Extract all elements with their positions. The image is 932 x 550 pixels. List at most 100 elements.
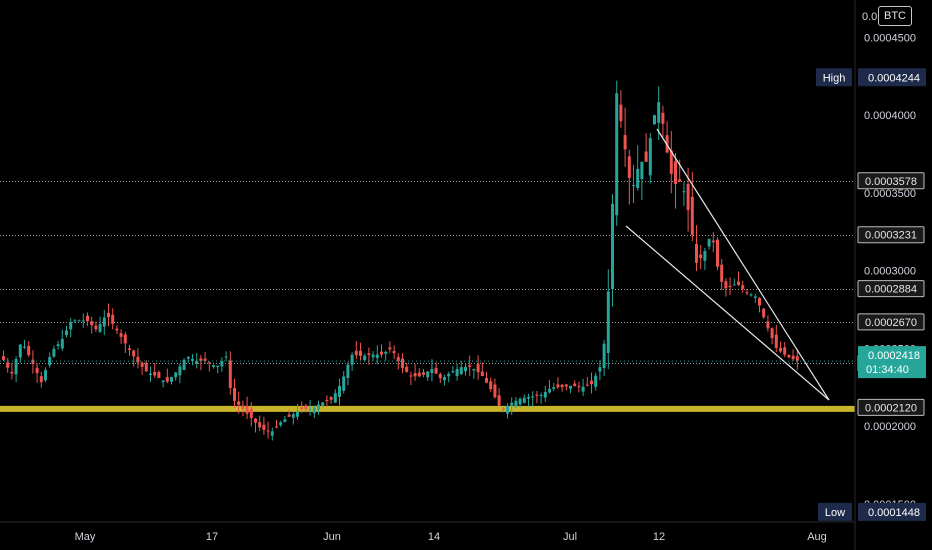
- candle-body: [195, 360, 199, 364]
- candle-body: [245, 406, 249, 414]
- candle-body: [422, 372, 425, 375]
- candle-body: [695, 243, 698, 263]
- candle-body: [136, 356, 140, 363]
- price-tick-label: 0.0004500: [864, 32, 916, 44]
- high-badge: High 0.0004244: [816, 68, 926, 87]
- svg-text:0.0003231: 0.0003231: [865, 230, 917, 242]
- candle-body: [23, 346, 26, 348]
- candle-body: [132, 350, 136, 357]
- candle-body: [123, 334, 127, 344]
- candle-body: [749, 294, 753, 296]
- svg-text:High: High: [823, 72, 846, 84]
- candle-body: [287, 414, 291, 417]
- candle-body: [388, 347, 392, 350]
- candle-body: [329, 397, 333, 400]
- time-tick-label: Jun: [323, 531, 341, 543]
- candle-body: [371, 354, 375, 358]
- candle-body: [632, 185, 635, 187]
- candle-body: [384, 351, 388, 354]
- candle-body: [795, 356, 799, 361]
- candle-body: [552, 387, 556, 389]
- candle-body: [115, 328, 119, 331]
- candle-body: [81, 320, 85, 322]
- candle-body: [434, 367, 438, 374]
- candle-body: [279, 422, 283, 426]
- candle-body: [283, 419, 287, 423]
- candle-body: [548, 388, 551, 393]
- candle-body: [199, 358, 203, 361]
- candle-body: [560, 384, 564, 388]
- candle-body: [304, 405, 308, 409]
- candle-body: [363, 355, 367, 361]
- candle-body: [564, 384, 568, 387]
- candle-body: [459, 367, 463, 375]
- level-price-badge: 0.0003231: [857, 226, 925, 244]
- candle-body: [762, 308, 766, 318]
- candle-body: [497, 395, 501, 406]
- candle-body: [266, 430, 270, 432]
- time-tick-label: Jul: [563, 531, 577, 543]
- candle-body: [296, 411, 299, 417]
- candle-body: [464, 367, 467, 372]
- candle-body: [623, 135, 627, 150]
- time-tick-label: 17: [206, 531, 218, 543]
- svg-text:0.0003578: 0.0003578: [865, 176, 917, 188]
- candle-body: [476, 363, 480, 373]
- candle-body: [186, 356, 190, 359]
- candle-body: [787, 354, 791, 358]
- svg-text:Low: Low: [825, 507, 845, 519]
- candle-body: [686, 183, 690, 210]
- wedge-lower-line: [625, 225, 830, 401]
- candle-body: [354, 350, 358, 356]
- candle-body: [325, 399, 329, 402]
- candle-body: [300, 407, 304, 409]
- candle-body: [527, 397, 530, 399]
- candle-body: [178, 366, 182, 376]
- candle-body: [18, 344, 22, 358]
- candle-body: [573, 383, 577, 387]
- candle-body: [396, 357, 400, 362]
- candle-body: [367, 353, 371, 355]
- candle-body: [409, 375, 413, 377]
- candle-body: [14, 359, 18, 375]
- candle-body: [241, 405, 245, 409]
- candle-body: [333, 393, 337, 403]
- candle-body: [69, 321, 73, 330]
- candle-body: [359, 350, 362, 356]
- candle-body: [690, 196, 694, 235]
- candle-body: [438, 373, 442, 379]
- candle-body: [254, 418, 257, 423]
- candle-body: [451, 371, 455, 373]
- candle-body: [472, 368, 476, 371]
- time-tick-label: May: [75, 531, 96, 543]
- candle-body: [73, 320, 77, 322]
- quote-currency-badge[interactable]: BTC: [878, 6, 912, 26]
- level-price-badge: 0.0002120: [857, 398, 925, 416]
- candle-body: [732, 284, 736, 286]
- candle-body: [590, 380, 593, 385]
- candle-body: [627, 156, 631, 178]
- time-axis[interactable]: May 17 Jun 14 Jul 12 Aug: [75, 531, 827, 543]
- candle-body: [413, 373, 417, 377]
- candle-body: [443, 377, 446, 381]
- candle-body: [716, 239, 719, 267]
- candle-body: [510, 402, 514, 406]
- candle-body: [724, 281, 728, 289]
- candle-body: [766, 321, 770, 329]
- candle-body: [249, 408, 253, 419]
- candle-body: [405, 366, 409, 372]
- candle-body: [207, 362, 211, 364]
- candle-body: [577, 386, 581, 388]
- candle-body: [270, 431, 274, 436]
- candle-body: [737, 281, 740, 285]
- time-tick-label: 14: [428, 531, 440, 543]
- current-price-badge: 0.0002418 01:34:40: [0, 346, 926, 379]
- low-badge: Low 0.0001448: [818, 502, 926, 521]
- candle-body: [753, 296, 757, 298]
- candle-body: [619, 104, 623, 122]
- candle-body: [531, 396, 535, 398]
- candle-body: [2, 356, 5, 360]
- candle-body: [661, 112, 665, 124]
- price-tick-label-top: 0.0: [862, 11, 877, 23]
